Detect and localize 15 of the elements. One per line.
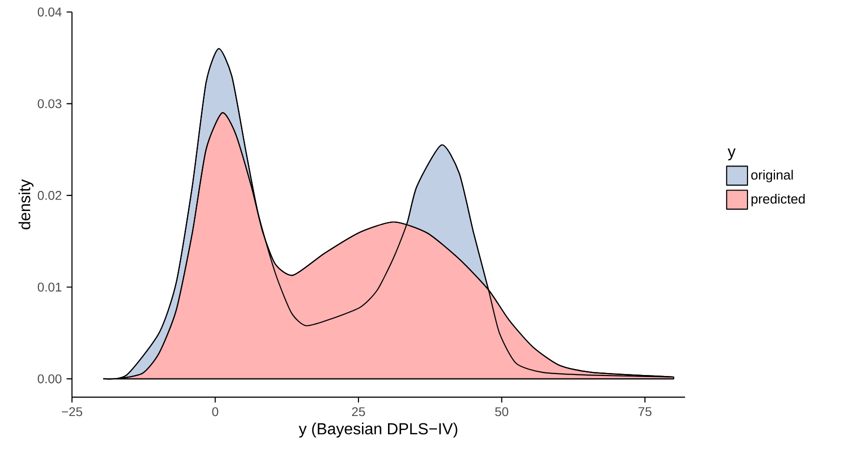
x-tick-label: 75 (638, 407, 652, 416)
y-tick-label: 0.04 (38, 7, 62, 16)
legend-title: y (728, 148, 736, 160)
x-tick-label: −25 (62, 407, 82, 416)
y-tick-label: 0.00 (38, 374, 62, 384)
legend-label: predicted (752, 194, 805, 206)
y-tick-label: 0.03 (38, 99, 62, 108)
legend-label: original (751, 170, 793, 182)
x-axis-title: y (Bayesian DPLS−IV) (298, 422, 458, 438)
x-tick-label: 50 (495, 407, 508, 416)
y-tick-label: 0.02 (38, 190, 62, 200)
y-axis-title: density (18, 179, 34, 230)
y-tick-label: 0.01 (38, 282, 62, 292)
x-tick-label: 25 (352, 407, 365, 416)
x-tick-label: 0 (212, 407, 218, 416)
